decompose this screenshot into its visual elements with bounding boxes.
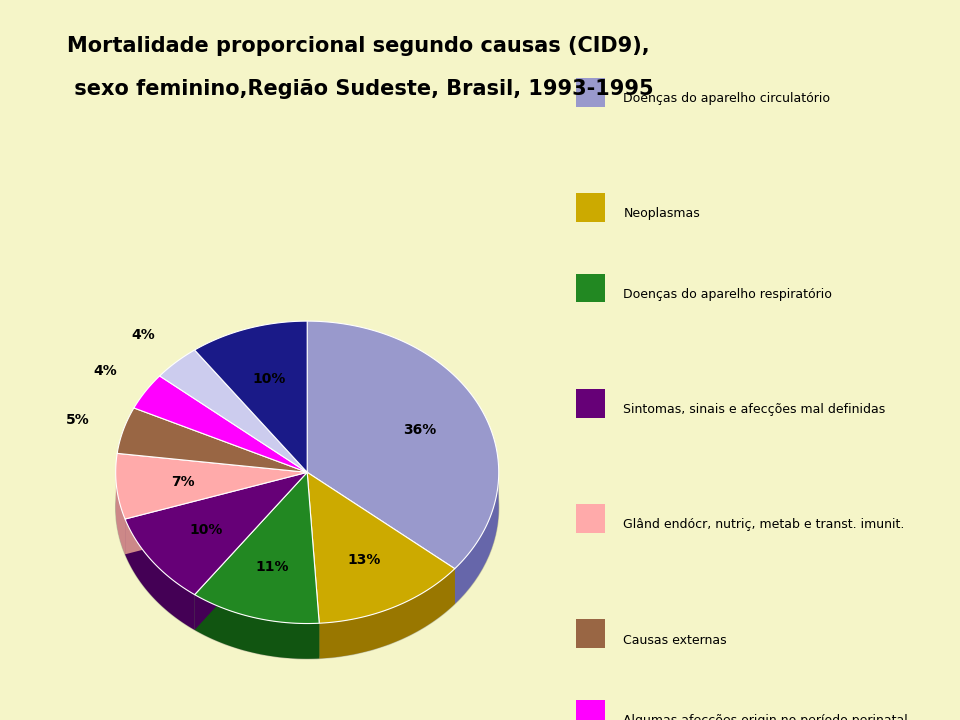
FancyBboxPatch shape [576,700,605,720]
Text: sexo feminino,Região Sudeste, Brasil, 1993-1995: sexo feminino,Região Sudeste, Brasil, 19… [67,79,654,99]
Polygon shape [307,472,320,659]
Polygon shape [117,408,307,472]
Text: 4%: 4% [132,328,156,341]
Polygon shape [307,472,455,604]
Polygon shape [125,472,307,595]
Text: 10%: 10% [252,372,285,386]
Text: 4%: 4% [93,364,117,378]
Polygon shape [307,472,455,604]
Polygon shape [116,466,125,554]
Text: Glând endócr, nutriç, metab e transt. imunit.: Glând endócr, nutriç, metab e transt. im… [623,518,904,531]
FancyBboxPatch shape [576,504,605,533]
FancyBboxPatch shape [576,193,605,222]
Text: 13%: 13% [347,553,380,567]
Polygon shape [195,595,320,659]
Text: Neoplasmas: Neoplasmas [623,207,700,220]
Text: Doenças do aparelho respiratório: Doenças do aparelho respiratório [623,288,832,301]
FancyBboxPatch shape [576,78,605,107]
FancyBboxPatch shape [576,274,605,302]
Polygon shape [125,519,195,630]
Text: 11%: 11% [255,559,289,574]
Text: Mortalidade proporcional segundo causas (CID9),: Mortalidade proporcional segundo causas … [67,36,650,56]
Polygon shape [133,376,307,472]
Ellipse shape [116,356,499,659]
FancyBboxPatch shape [576,389,605,418]
FancyBboxPatch shape [576,619,605,648]
Text: Sintomas, sinais e afecções mal definidas: Sintomas, sinais e afecções mal definida… [623,403,886,416]
Polygon shape [159,350,307,472]
Polygon shape [455,465,498,604]
Polygon shape [125,472,307,554]
Text: Doenças do aparelho circulatório: Doenças do aparelho circulatório [623,92,830,105]
Polygon shape [195,321,307,472]
Text: 36%: 36% [403,423,437,438]
Text: 5%: 5% [65,413,89,426]
Text: 7%: 7% [172,474,195,489]
Text: Algumas afecções origin.no período perinatal: Algumas afecções origin.no período perin… [623,714,908,720]
Polygon shape [320,569,455,659]
Polygon shape [307,321,498,569]
Polygon shape [307,472,320,659]
Polygon shape [116,454,307,519]
Polygon shape [195,472,307,630]
Polygon shape [195,472,307,630]
Polygon shape [195,472,320,624]
Text: 10%: 10% [190,523,223,537]
Polygon shape [307,472,455,624]
Polygon shape [125,472,307,554]
Text: Causas externas: Causas externas [623,634,727,647]
